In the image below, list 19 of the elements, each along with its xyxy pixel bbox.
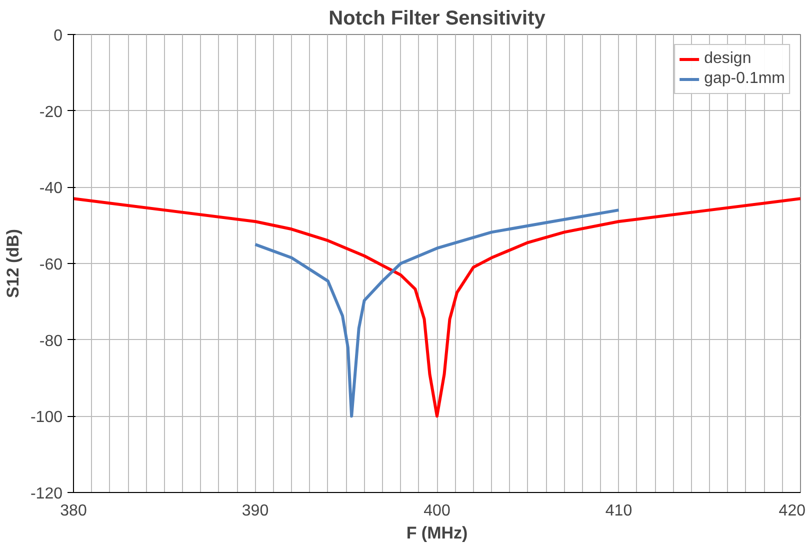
x-tick-label: 380 — [60, 502, 87, 520]
y-tick-label: 0 — [54, 28, 63, 44]
y-axis-title: S12 (dB) — [3, 229, 22, 298]
line-series — [74, 197, 800, 418]
x-tick-label: 420 — [778, 502, 806, 520]
chart-title: Notch Filter Sensitivity — [328, 8, 546, 30]
y-tick-label: -40 — [39, 180, 63, 198]
y-tick-label: -60 — [39, 256, 63, 274]
y-tick-label: -80 — [39, 332, 63, 350]
legend-label: design — [704, 50, 752, 68]
line-series — [254, 208, 620, 418]
x-tick-label: 410 — [605, 502, 632, 520]
x-tick-label: 400 — [424, 502, 450, 520]
y-tick-label: -20 — [39, 104, 63, 121]
x-axis-title: F (MHz) — [406, 524, 468, 542]
y-tick-label: -100 — [30, 409, 63, 426]
legend-label: gap-0.1mm — [704, 70, 785, 88]
x-tick-label: 390 — [242, 502, 269, 520]
y-tick-label: -120 — [30, 486, 63, 502]
